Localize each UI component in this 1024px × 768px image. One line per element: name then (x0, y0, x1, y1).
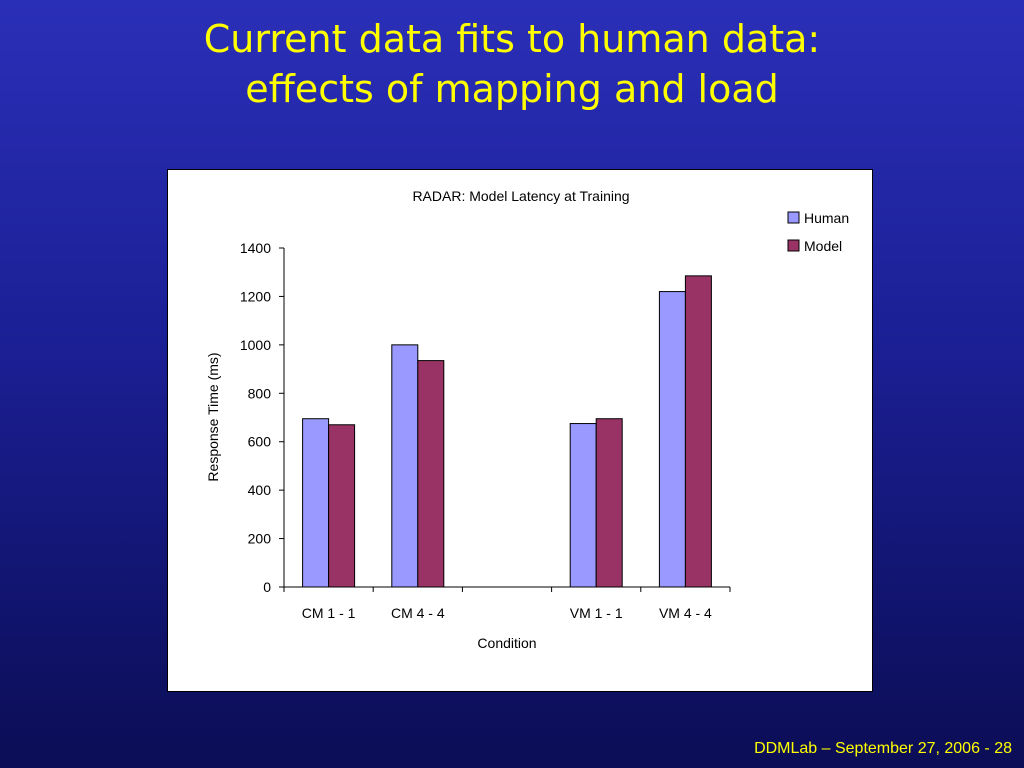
slide-title-line-1: Current data fits to human data: (203, 17, 821, 61)
bars-group (302, 275, 712, 588)
y-tick-label: 200 (248, 531, 272, 547)
bar-model-3 (595, 418, 623, 588)
slide-title-line-2: effects of mapping and load (245, 67, 779, 111)
x-tick-label: VM 4 - 4 (659, 605, 712, 621)
bar-model-4 (684, 275, 712, 588)
y-tick-label: 1000 (240, 337, 271, 353)
slide-footer: DDMLab – September 27, 2006 - 28 (754, 740, 1012, 757)
y-tick-label: 1200 (240, 288, 271, 304)
legend-swatch-model (787, 239, 800, 252)
bar-model-1 (417, 360, 445, 588)
y-axis-label: Response Time (ms) (205, 352, 221, 481)
legend-label-human: Human (804, 210, 849, 226)
bar-human-0 (302, 418, 330, 588)
y-tick-label: 600 (248, 434, 272, 450)
y-tick-label: 400 (248, 482, 272, 498)
slide-title: Current data fits to human data: effects… (0, 14, 1024, 114)
chart-title: RADAR: Model Latency at Training (412, 188, 629, 204)
bar-human-3 (569, 423, 597, 588)
bar-model-0 (328, 424, 356, 588)
x-tick-label: CM 4 - 4 (391, 605, 445, 621)
bar-human-4 (658, 291, 686, 588)
bar-human-1 (391, 344, 419, 588)
legend-swatch-human (787, 211, 800, 224)
x-axis-label: Condition (477, 635, 536, 651)
axes-group: 0 200 400 600 800 1000 1200 1400 CM 1 - 1 CM 4 - … (240, 240, 731, 621)
x-tick-label: CM 1 - 1 (302, 605, 356, 621)
chart-panel: RADAR: Model Latency at Training Respons… (167, 169, 873, 692)
y-tick-label: 800 (248, 385, 272, 401)
legend-label-model: Model (804, 238, 842, 254)
y-tick-label: 1400 (240, 240, 271, 256)
x-tick-label: VM 1 - 1 (570, 605, 623, 621)
y-tick-label: 0 (263, 579, 271, 595)
bar-chart: RADAR: Model Latency at Training Respons… (205, 188, 849, 651)
legend: Human Model (787, 210, 849, 254)
